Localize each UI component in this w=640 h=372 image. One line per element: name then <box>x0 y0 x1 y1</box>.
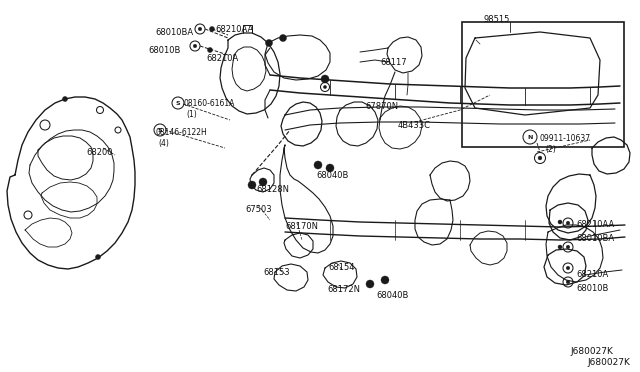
Text: N: N <box>527 135 532 140</box>
Text: (4): (4) <box>158 139 169 148</box>
Text: 68010B: 68010B <box>576 284 609 293</box>
Circle shape <box>566 266 570 270</box>
Text: 68210A: 68210A <box>576 270 608 279</box>
Text: 68210AA: 68210AA <box>576 220 614 229</box>
Text: 68200: 68200 <box>86 148 113 157</box>
Text: 67503: 67503 <box>245 205 271 214</box>
Text: 09911-10637: 09911-10637 <box>540 134 591 143</box>
Circle shape <box>259 178 267 186</box>
Circle shape <box>323 86 326 89</box>
Text: 4B433C: 4B433C <box>398 121 431 130</box>
Text: (1): (1) <box>186 110 196 119</box>
Text: 67870N: 67870N <box>365 102 398 111</box>
Text: S: S <box>176 100 180 106</box>
Circle shape <box>198 27 202 31</box>
Text: 68153: 68153 <box>263 268 290 277</box>
Text: J680027K: J680027K <box>570 347 613 356</box>
Circle shape <box>321 75 329 83</box>
Text: 08160-6161A: 08160-6161A <box>183 99 234 108</box>
Text: 08146-6122H: 08146-6122H <box>156 128 208 137</box>
Circle shape <box>314 161 322 169</box>
Text: 68010B: 68010B <box>148 46 180 55</box>
Circle shape <box>280 35 287 42</box>
Text: J680027K: J680027K <box>587 358 630 367</box>
Circle shape <box>566 280 570 284</box>
Circle shape <box>209 26 214 32</box>
Circle shape <box>381 276 389 284</box>
Circle shape <box>538 156 542 160</box>
Text: 68010BA: 68010BA <box>155 28 193 37</box>
Circle shape <box>193 44 196 48</box>
Text: S: S <box>157 128 163 132</box>
Circle shape <box>326 164 334 172</box>
Circle shape <box>248 181 256 189</box>
Text: 68010BA: 68010BA <box>576 234 614 243</box>
Circle shape <box>63 96 67 102</box>
Bar <box>462 22 624 147</box>
Text: 68117: 68117 <box>380 58 406 67</box>
Text: 68210AA: 68210AA <box>215 25 253 34</box>
Text: 68170N: 68170N <box>285 222 318 231</box>
Text: 68128N: 68128N <box>256 185 289 194</box>
Text: 68210A: 68210A <box>206 54 238 63</box>
Circle shape <box>366 280 374 288</box>
Circle shape <box>566 221 570 225</box>
Circle shape <box>558 220 562 224</box>
Text: 68172N: 68172N <box>327 285 360 294</box>
Circle shape <box>566 245 570 249</box>
Text: 98515: 98515 <box>484 15 510 24</box>
Text: 68040B: 68040B <box>376 291 408 300</box>
Circle shape <box>207 48 212 52</box>
Circle shape <box>95 254 100 260</box>
Text: (2): (2) <box>545 145 556 154</box>
Circle shape <box>558 245 562 249</box>
Text: 68154: 68154 <box>328 263 355 272</box>
Text: 68040B: 68040B <box>316 171 348 180</box>
Circle shape <box>266 39 273 46</box>
